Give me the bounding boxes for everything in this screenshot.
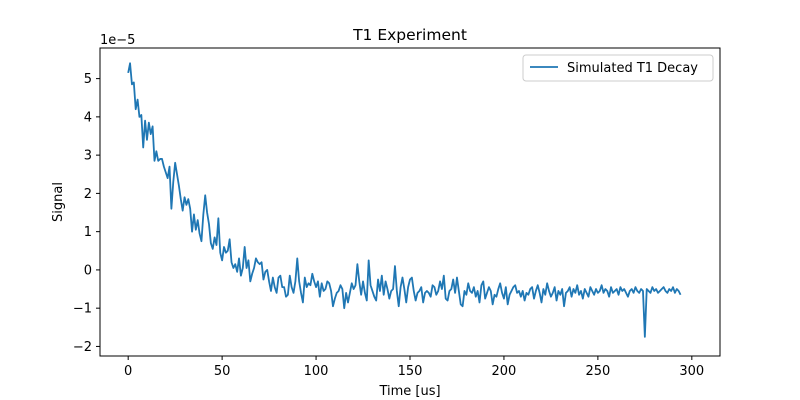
x-tick-label: 200 bbox=[492, 364, 517, 379]
y-tick-label: 5 bbox=[84, 72, 92, 87]
plot-frame bbox=[99, 47, 721, 357]
y-axis: −2 −1 0 1 2 3 4 5 bbox=[73, 72, 100, 355]
legend-entry-label: Simulated T1 Decay bbox=[567, 61, 698, 76]
y-tick-label: −1 bbox=[73, 302, 92, 317]
y-tick-label: 4 bbox=[84, 110, 92, 125]
x-axis-label: Time [us] bbox=[378, 384, 440, 399]
y-axis-label: Signal bbox=[51, 182, 66, 222]
x-axis: 0 50 100 150 200 250 300 bbox=[124, 356, 704, 379]
chart-title: T1 Experiment bbox=[352, 26, 467, 44]
x-tick-label: 300 bbox=[679, 364, 704, 379]
y-offset-label: 1e−5 bbox=[100, 33, 135, 48]
x-tick-label: 50 bbox=[214, 364, 231, 379]
series-line-simulated-t1-decay bbox=[127, 62, 682, 338]
x-tick-label: 0 bbox=[124, 364, 132, 379]
y-tick-label: 3 bbox=[84, 149, 92, 164]
legend: Simulated T1 Decay bbox=[522, 54, 714, 82]
y-tick-label: 2 bbox=[84, 187, 92, 202]
y-tick-label: 0 bbox=[84, 263, 92, 278]
plot-area: 0 50 100 150 200 250 300 −2 −1 0 1 2 3 4 5 bbox=[73, 47, 721, 379]
y-tick-label: −2 bbox=[73, 340, 92, 355]
y-tick-label: 1 bbox=[84, 225, 92, 240]
x-tick-label: 250 bbox=[585, 364, 610, 379]
x-tick-label: 100 bbox=[304, 364, 329, 379]
legend-box bbox=[522, 54, 714, 82]
x-tick-label: 150 bbox=[398, 364, 423, 379]
